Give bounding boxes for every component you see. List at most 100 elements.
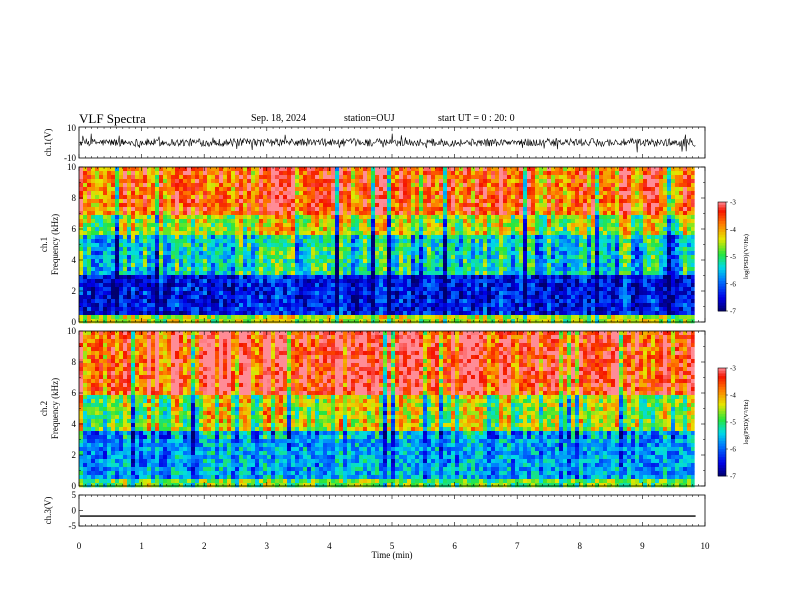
spectrogram-cell bbox=[155, 211, 160, 216]
spectrogram-cell bbox=[171, 251, 176, 256]
spectrogram-cell bbox=[271, 287, 276, 292]
spectrogram-cell bbox=[475, 247, 480, 252]
spectrogram-cell bbox=[471, 259, 476, 264]
spectrogram-cell bbox=[463, 231, 468, 236]
spectrogram-cell bbox=[387, 171, 392, 176]
spectrogram-cell bbox=[203, 191, 208, 196]
spectrogram-cell bbox=[267, 219, 272, 224]
spectrogram-cell bbox=[211, 211, 216, 216]
spectrogram-cell bbox=[307, 219, 312, 224]
spectrogram-cell bbox=[551, 167, 556, 172]
spectrogram-cell bbox=[195, 171, 200, 176]
spectrogram-cell bbox=[435, 215, 440, 220]
spectrogram-cell bbox=[183, 175, 188, 180]
spectrogram-cell bbox=[123, 271, 128, 276]
spectrogram-cell bbox=[579, 215, 584, 220]
spectrogram-cell bbox=[447, 203, 452, 208]
spectrogram-cell bbox=[175, 259, 180, 264]
spectrogram-cell bbox=[419, 247, 424, 252]
spectrogram-cell bbox=[167, 195, 172, 200]
spectrogram-cell bbox=[223, 251, 228, 256]
spectrogram-cell bbox=[659, 247, 664, 252]
spectrogram-cell bbox=[523, 227, 528, 232]
spectrogram-cell bbox=[611, 267, 616, 272]
spectrogram-cell bbox=[115, 271, 120, 276]
spectrogram-cell bbox=[583, 239, 588, 244]
spectrogram-cell bbox=[259, 279, 264, 284]
spectrogram-cell bbox=[375, 215, 380, 220]
spectrogram-cell bbox=[539, 247, 544, 252]
spectrogram-cell bbox=[475, 263, 480, 268]
spectrogram-cell bbox=[659, 195, 664, 200]
spectrogram-cell bbox=[335, 207, 340, 212]
spectrogram-cell bbox=[199, 267, 204, 272]
spectrogram-cell bbox=[351, 239, 356, 244]
spectrogram-cell bbox=[367, 231, 372, 236]
spectrogram-cell bbox=[143, 195, 148, 200]
spectrogram-cell bbox=[219, 259, 224, 264]
spectrogram-cell bbox=[199, 191, 204, 196]
spectrogram-cell bbox=[511, 267, 516, 272]
spectrogram-cell bbox=[359, 191, 364, 196]
spectrogram-cell bbox=[307, 179, 312, 184]
spectrogram-cell bbox=[435, 167, 440, 172]
spectrogram-cell bbox=[459, 187, 464, 192]
spectrogram-cell bbox=[499, 219, 504, 224]
spectrogram-cell bbox=[107, 291, 112, 296]
spectrogram-cell bbox=[103, 239, 108, 244]
spectrogram-cell bbox=[447, 243, 452, 248]
spectrogram-cell bbox=[183, 251, 188, 256]
spectrogram-cell bbox=[475, 227, 480, 232]
spectrogram-cell bbox=[523, 171, 528, 176]
spectrogram-cell bbox=[515, 263, 520, 268]
spectrogram-cell bbox=[95, 243, 100, 248]
spectrogram-cell bbox=[587, 171, 592, 176]
spectrogram-cell bbox=[299, 199, 304, 204]
spectrogram-cell bbox=[259, 267, 264, 272]
spectrogram-cell bbox=[495, 199, 500, 204]
spectrogram-cell bbox=[191, 271, 196, 276]
spectrogram-cell bbox=[595, 267, 600, 272]
spectrogram-cell bbox=[523, 179, 528, 184]
spectrogram-cell bbox=[355, 255, 360, 260]
spectrogram-cell bbox=[531, 247, 536, 252]
spectrogram-cell bbox=[651, 283, 656, 288]
spectrogram-cell bbox=[287, 207, 292, 212]
spectrogram-cell bbox=[551, 279, 556, 284]
spectrogram-cell bbox=[335, 183, 340, 188]
spectrogram-cell bbox=[259, 187, 264, 192]
spectrogram-cell bbox=[203, 203, 208, 208]
spectrogram-cell bbox=[487, 271, 492, 276]
spectrogram-cell bbox=[231, 239, 236, 244]
spectrogram-cell bbox=[575, 167, 580, 172]
spectrogram-cell bbox=[563, 251, 568, 256]
spectrogram-cell bbox=[615, 183, 620, 188]
spectrogram-cell bbox=[163, 279, 168, 284]
spectrogram-cell bbox=[675, 259, 680, 264]
spectrogram-cell bbox=[611, 171, 616, 176]
spectrogram-cell bbox=[271, 207, 276, 212]
spectrogram-cell bbox=[311, 203, 316, 208]
spectrogram-cell bbox=[583, 199, 588, 204]
spectrogram-cell bbox=[331, 219, 336, 224]
spectrogram-cell bbox=[395, 183, 400, 188]
spectrogram-cell bbox=[539, 287, 544, 292]
spectrogram-cell bbox=[599, 227, 604, 232]
spectrogram-cell bbox=[367, 247, 372, 252]
spectrogram-cell bbox=[539, 187, 544, 192]
spectrogram-cell bbox=[199, 211, 204, 216]
spectrogram-cell bbox=[403, 275, 408, 280]
spectrogram-cell bbox=[323, 275, 328, 280]
spectrogram-cell bbox=[607, 275, 612, 280]
spectrogram-cell bbox=[463, 223, 468, 228]
spectrogram-cell bbox=[171, 287, 176, 292]
spectrogram-cell bbox=[351, 179, 356, 184]
spectrogram-cell bbox=[551, 215, 556, 220]
spectrogram-cell bbox=[319, 191, 324, 196]
spectrogram-cell bbox=[283, 239, 288, 244]
spectrogram-cell bbox=[383, 175, 388, 180]
spectrogram-cell bbox=[203, 263, 208, 268]
spectrogram-cell bbox=[387, 275, 392, 280]
spectrogram-cell bbox=[543, 175, 548, 180]
spectrogram-cell bbox=[103, 203, 108, 208]
